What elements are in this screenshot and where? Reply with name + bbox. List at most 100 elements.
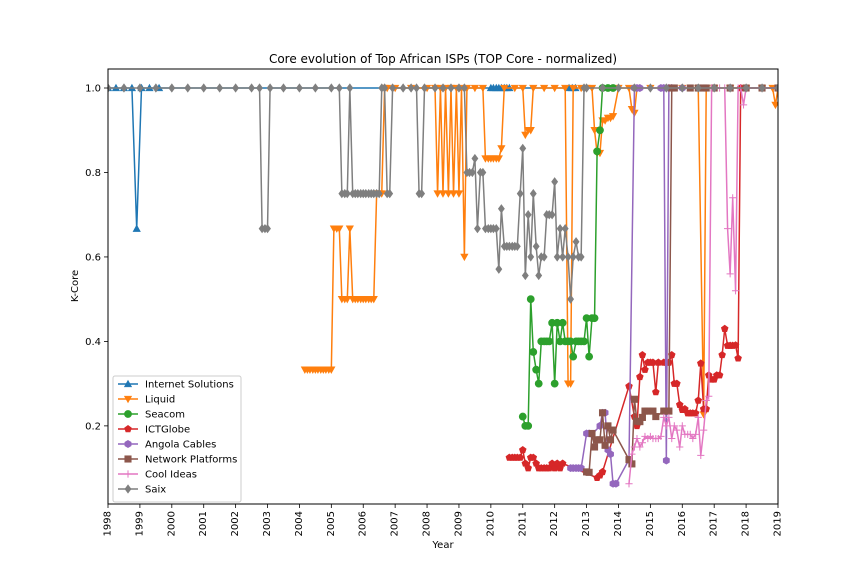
legend-item: ICTGlobe: [118, 425, 190, 436]
data-point: [585, 468, 593, 476]
data-point: [726, 83, 734, 93]
data-point: [550, 379, 559, 388]
y-axis: 0.2 0.4 0.6 0.8 1.0: [85, 84, 108, 432]
data-point: [596, 126, 604, 135]
data-point: [535, 270, 543, 281]
data-point: [327, 83, 335, 93]
data-point: [662, 456, 670, 465]
data-point: [689, 434, 697, 443]
y-axis-label: K-Core: [70, 270, 81, 302]
legend-item: Network Platforms: [118, 455, 237, 466]
data-point: [675, 400, 684, 408]
data-point: [381, 83, 389, 93]
y-tick-label: 0.6: [85, 252, 101, 263]
x-tick-label: 1998: [103, 511, 114, 536]
data-point: [678, 83, 686, 93]
data-point: [668, 434, 676, 443]
data-point: [665, 407, 673, 415]
data-point: [566, 380, 575, 388]
data-point: [558, 318, 567, 327]
data-point: [590, 314, 599, 323]
legend-item: Cool Ideas: [118, 470, 197, 481]
data-point: [742, 83, 750, 93]
data-point: [646, 83, 654, 93]
data-point: [375, 188, 383, 199]
x-tick-label: 2003: [262, 511, 273, 536]
data-point: [280, 83, 287, 93]
x-tick-label: 2010: [485, 511, 496, 536]
data-point: [718, 350, 726, 359]
data-point: [567, 294, 575, 304]
data-point: [729, 194, 737, 202]
x-tick-label: 2009: [453, 511, 464, 536]
legend-marker: [124, 410, 132, 418]
data-point: [665, 413, 673, 422]
data-point: [612, 479, 620, 488]
data-point: [700, 426, 708, 434]
data-point: [474, 223, 481, 234]
data-point: [731, 287, 740, 295]
data-point: [346, 83, 354, 93]
legend-item: Liquid: [118, 395, 175, 406]
series-layer: [108, 83, 778, 488]
data-point: [413, 83, 420, 93]
data-point: [599, 83, 606, 93]
data-point: [500, 84, 509, 93]
data-point: [264, 223, 271, 234]
data-point: [551, 177, 559, 187]
data-point: [598, 467, 607, 476]
data-point: [615, 83, 622, 93]
data-point: [593, 147, 601, 156]
data-point: [447, 83, 455, 93]
data-point: [678, 422, 686, 430]
data-point: [636, 443, 644, 451]
data-point: [569, 252, 577, 262]
data-point: [513, 241, 521, 252]
data-point: [630, 83, 638, 93]
data-point: [608, 113, 618, 121]
data-point: [739, 101, 748, 109]
data-point: [636, 372, 644, 381]
data-point: [569, 352, 578, 361]
data-point: [652, 388, 660, 396]
data-point: [550, 84, 559, 93]
data-point: [652, 413, 660, 421]
legend-label: Network Platforms: [145, 455, 237, 466]
data-point: [454, 190, 464, 198]
data-point: [433, 190, 442, 198]
data-point: [697, 359, 705, 367]
data-point: [638, 439, 647, 447]
data-point: [529, 453, 538, 461]
data-point: [607, 450, 614, 459]
data-point: [553, 252, 561, 262]
data-point: [518, 84, 527, 93]
data-point: [731, 341, 740, 349]
data-point: [248, 83, 256, 93]
x-tick-label: 2004: [294, 511, 305, 536]
legend: Internet Solutions Liquid Seacom ICTGlobe An…: [112, 375, 242, 503]
data-point: [449, 190, 458, 198]
data-point: [638, 413, 646, 421]
data-point: [510, 84, 519, 93]
data-point: [108, 83, 112, 93]
data-point: [569, 84, 578, 93]
data-point: [609, 426, 617, 434]
data-point: [492, 223, 500, 234]
data-point: [628, 450, 636, 458]
data-point: [168, 83, 176, 93]
y-tick-label: 0.8: [85, 168, 101, 179]
data-point: [529, 348, 538, 356]
data-point: [479, 167, 487, 178]
legend-label: Angola Cables: [145, 440, 216, 451]
data-point: [232, 83, 240, 93]
data-point: [596, 436, 604, 444]
x-tick-label: 2005: [326, 511, 337, 536]
data-point: [583, 83, 591, 93]
data-point: [421, 83, 428, 93]
data-point: [720, 324, 729, 332]
data-point: [606, 436, 615, 444]
series-saix: [108, 83, 778, 304]
data-point: [662, 83, 670, 93]
data-point: [136, 83, 144, 93]
